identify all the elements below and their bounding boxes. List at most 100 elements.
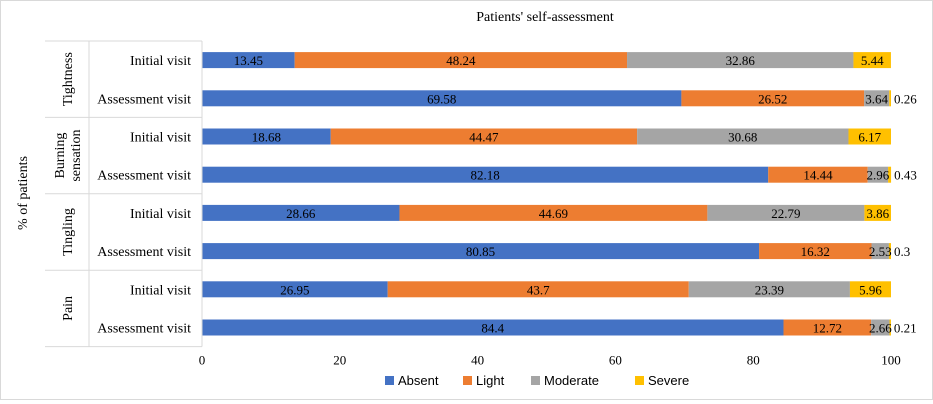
- legend-item-moderate: Moderate: [531, 373, 599, 388]
- bar-segment-absent: [202, 204, 400, 221]
- legend-item-severe: Severe: [635, 373, 689, 388]
- group-dividers: [45, 40, 202, 348]
- x-tick-label: 40: [471, 353, 484, 368]
- legend-item-absent: Absent: [385, 373, 439, 388]
- data-label: 28.66: [286, 206, 316, 221]
- x-tick-label: 80: [747, 353, 760, 368]
- bars: [202, 52, 892, 336]
- bar-segment-absent: [202, 128, 331, 145]
- bar-segment-light: [330, 128, 638, 145]
- data-label: 6.17: [858, 130, 881, 145]
- bar-segment-light: [399, 204, 708, 221]
- data-label: 3.64: [865, 91, 888, 106]
- legend-swatch: [635, 376, 644, 385]
- bar-segment-severe: [889, 319, 891, 336]
- legend-label: Severe: [648, 373, 689, 388]
- bar-segment-severe: [848, 128, 891, 145]
- y-axis-label: % of patients: [16, 156, 31, 230]
- group-label: Tingling: [61, 208, 76, 256]
- legend-swatch: [463, 376, 472, 385]
- data-label: 2.66: [869, 321, 892, 336]
- data-label: 14.44: [803, 168, 833, 183]
- bar-segment-severe: [853, 52, 891, 69]
- group-label: Pain: [61, 296, 76, 321]
- bar-segment-absent: [202, 243, 760, 260]
- bar-segment-moderate: [867, 166, 889, 183]
- legend-swatch: [385, 376, 394, 385]
- data-label: 26.95: [280, 282, 309, 297]
- data-label: 32.86: [726, 53, 756, 68]
- category-label: Assessment visit: [97, 322, 191, 337]
- bar-segment-light: [768, 166, 868, 183]
- group-label-text: Tingling: [61, 208, 76, 256]
- group-label-text: Pain: [61, 296, 76, 321]
- data-label: 84.4: [481, 321, 504, 336]
- category-labels: Initial visit Assessment visit Initial vis…: [97, 54, 191, 336]
- data-label: 44.69: [539, 206, 568, 221]
- category-label: Initial visit: [130, 283, 191, 298]
- bar-segment-moderate: [627, 52, 854, 69]
- legend-label: Moderate: [544, 373, 599, 388]
- bar-segment-light: [387, 281, 689, 298]
- data-label: 5.96: [859, 282, 882, 297]
- bar-segment-absent: [202, 281, 388, 298]
- data-label: 13.45: [234, 53, 263, 68]
- bar-segment-absent: [202, 319, 784, 336]
- bar-segment-moderate: [688, 281, 850, 298]
- group-label-text: sensation: [69, 130, 84, 182]
- category-label: Assessment visit: [97, 169, 191, 184]
- data-label: 5.44: [861, 53, 884, 68]
- bar-segment-light: [681, 90, 865, 107]
- legend-item-light: Light: [463, 373, 505, 388]
- data-label: 22.79: [771, 206, 800, 221]
- data-label: 12.72: [813, 321, 842, 336]
- bar-segment-light: [783, 319, 872, 336]
- bar-segment-moderate: [864, 90, 890, 107]
- data-label: 69.58: [427, 91, 456, 106]
- category-label: Assessment visit: [97, 92, 191, 107]
- category-label: Initial visit: [130, 207, 191, 222]
- legend: Absent Light Moderate Severe: [385, 373, 689, 388]
- bar-segment-severe: [864, 204, 891, 221]
- data-label: 48.24: [446, 53, 476, 68]
- data-label: 16.32: [801, 244, 830, 259]
- x-tick-label: 0: [199, 353, 206, 368]
- data-label: 30.68: [728, 130, 757, 145]
- data-label: 2.96: [867, 168, 890, 183]
- data-label: 26.52: [758, 91, 787, 106]
- bar-segment-absent: [202, 52, 295, 69]
- x-tick-label: 100: [881, 353, 901, 368]
- data-label: 80.85: [466, 244, 495, 259]
- data-label: 0.21: [894, 321, 917, 336]
- group-label-text: Tightness: [61, 52, 76, 106]
- bar-segment-moderate: [637, 128, 849, 145]
- bar-segment-severe: [888, 166, 892, 183]
- data-label: 2.53: [869, 244, 892, 259]
- bar-segment-severe: [849, 281, 891, 298]
- bar-segment-light: [294, 52, 628, 69]
- group-label: Burning sensation: [53, 130, 84, 182]
- legend-label: Absent: [398, 373, 439, 388]
- bar-segment-light: [759, 243, 872, 260]
- data-label: 23.39: [755, 282, 784, 297]
- bar-segment-absent: [202, 166, 769, 183]
- category-label: Initial visit: [130, 131, 191, 146]
- bar-segment-moderate: [707, 204, 865, 221]
- x-axis: 0 20 40 60 80 100: [199, 41, 901, 368]
- category-label: Initial visit: [130, 54, 191, 69]
- data-label: 0.3: [894, 244, 910, 259]
- data-label: 44.47: [469, 130, 499, 145]
- group-label-text: Burning: [53, 133, 68, 179]
- group-labels: Tightness Burning sensation Tingling Pain: [53, 52, 84, 321]
- data-label: 18.68: [252, 130, 281, 145]
- data-labels: 13.45 48.24 32.86 5.44 69.58 26.52 3.64 0.26 18.…: [234, 53, 918, 335]
- bar-segment-severe: [889, 90, 891, 107]
- data-label: 82.18: [470, 168, 499, 183]
- bar-segment-moderate: [871, 319, 890, 336]
- legend-swatch: [531, 376, 540, 385]
- bar-segment-severe: [888, 243, 891, 260]
- category-label: Assessment visit: [97, 245, 191, 260]
- data-label: 0.43: [894, 168, 917, 183]
